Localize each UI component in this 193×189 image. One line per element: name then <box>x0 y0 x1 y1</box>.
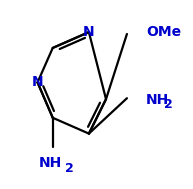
Text: 2: 2 <box>164 98 173 111</box>
Text: OMe: OMe <box>146 25 181 39</box>
Text: NH: NH <box>39 156 63 170</box>
Text: NH: NH <box>146 93 169 107</box>
Text: 2: 2 <box>65 162 74 175</box>
Text: N: N <box>32 75 43 89</box>
Text: N: N <box>83 25 95 39</box>
